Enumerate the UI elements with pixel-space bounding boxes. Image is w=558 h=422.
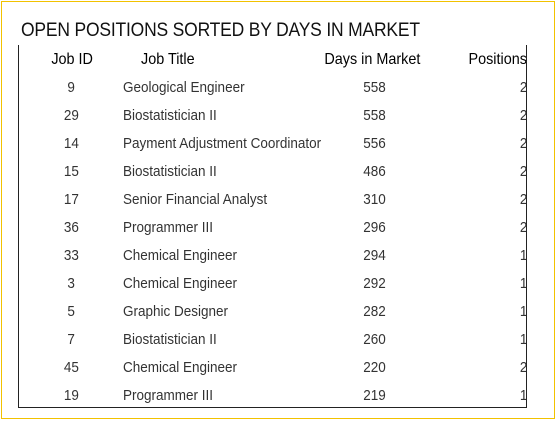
cell-positions: 2 <box>519 79 527 96</box>
cell-job-title: Programmer III <box>123 387 214 404</box>
table-row[interactable]: 15 Biostatistician II 486 2 <box>19 158 527 186</box>
cell-days-in-market: 296 <box>363 219 387 236</box>
table-row[interactable]: 17 Senior Financial Analyst 310 2 <box>19 186 527 214</box>
table-row[interactable]: 36 Programmer III 296 2 <box>19 214 527 242</box>
cell-job-id: 33 <box>63 247 79 264</box>
cell-positions: 1 <box>519 303 527 320</box>
cell-days-in-market: 486 <box>363 163 387 180</box>
cell-days-in-market: 260 <box>363 331 387 348</box>
cell-job-id: 19 <box>63 387 79 404</box>
cell-positions: 2 <box>519 359 527 376</box>
cell-days-in-market: 282 <box>363 303 387 320</box>
table-row[interactable]: 19 Programmer III 219 1 <box>19 382 527 407</box>
cell-job-id: 45 <box>63 359 79 376</box>
cell-job-id: 14 <box>63 135 79 152</box>
table-row[interactable]: 7 Biostatistician II 260 1 <box>19 326 527 354</box>
cell-days-in-market: 558 <box>363 79 387 96</box>
cell-days-in-market: 310 <box>363 191 387 208</box>
cell-job-id: 9 <box>67 79 75 96</box>
cell-job-title: Biostatistician II <box>123 163 217 180</box>
header-job-id[interactable]: Job ID <box>51 51 93 68</box>
cell-job-title: Senior Financial Analyst <box>123 191 268 208</box>
cell-job-title: Graphic Designer <box>123 303 229 320</box>
cell-days-in-market: 556 <box>363 135 387 152</box>
cell-positions: 2 <box>519 219 527 236</box>
table-row[interactable]: 29 Biostatistician II 558 2 <box>19 102 527 130</box>
table-row[interactable]: 3 Chemical Engineer 292 1 <box>19 270 527 298</box>
report-title: OPEN POSITIONS SORTED BY DAYS IN MARKET <box>21 20 420 41</box>
cell-days-in-market: 558 <box>363 107 387 124</box>
cell-positions: 1 <box>519 331 527 348</box>
header-job-title[interactable]: Job Title <box>141 51 195 68</box>
cell-job-title: Programmer III <box>123 219 214 236</box>
cell-job-id: 15 <box>63 163 79 180</box>
cell-positions: 1 <box>519 247 527 264</box>
cell-job-title: Biostatistician II <box>123 107 217 124</box>
header-days-in-market[interactable]: Days in Market <box>323 51 421 68</box>
cell-job-title: Chemical Engineer <box>123 275 238 292</box>
cell-job-title: Payment Adjustment Coordinator <box>123 135 322 152</box>
cell-job-title: Biostatistician II <box>123 331 217 348</box>
cell-job-title: Geological Engineer <box>123 79 245 96</box>
cell-days-in-market: 292 <box>363 275 387 292</box>
table-row[interactable]: 45 Chemical Engineer 220 2 <box>19 354 527 382</box>
table-row[interactable]: 14 Payment Adjustment Coordinator 556 2 <box>19 130 527 158</box>
cell-positions: 2 <box>519 163 527 180</box>
cell-days-in-market: 294 <box>363 247 387 264</box>
cell-days-in-market: 220 <box>363 359 387 376</box>
table-row[interactable]: 5 Graphic Designer 282 1 <box>19 298 527 326</box>
cell-job-id: 29 <box>63 107 79 124</box>
table-header-row: Job ID Job Title Days in Market Position… <box>19 46 527 74</box>
cell-days-in-market: 219 <box>363 387 387 404</box>
cell-job-id: 7 <box>67 331 75 348</box>
cell-job-title: Chemical Engineer <box>123 247 238 264</box>
cell-job-id: 5 <box>67 303 75 320</box>
cell-job-title: Chemical Engineer <box>123 359 238 376</box>
cell-positions: 1 <box>519 387 527 404</box>
cell-job-id: 36 <box>63 219 79 236</box>
header-positions[interactable]: Positions <box>468 51 527 68</box>
table-row[interactable]: 9 Geological Engineer 558 2 <box>19 74 527 102</box>
cell-positions: 2 <box>519 135 527 152</box>
cell-positions: 2 <box>519 107 527 124</box>
cell-job-id: 3 <box>67 275 75 292</box>
cell-job-id: 17 <box>63 191 79 208</box>
positions-table: Job ID Job Title Days in Market Position… <box>18 45 527 408</box>
cell-positions: 1 <box>519 275 527 292</box>
cell-positions: 2 <box>519 191 527 208</box>
table-row[interactable]: 33 Chemical Engineer 294 1 <box>19 242 527 270</box>
